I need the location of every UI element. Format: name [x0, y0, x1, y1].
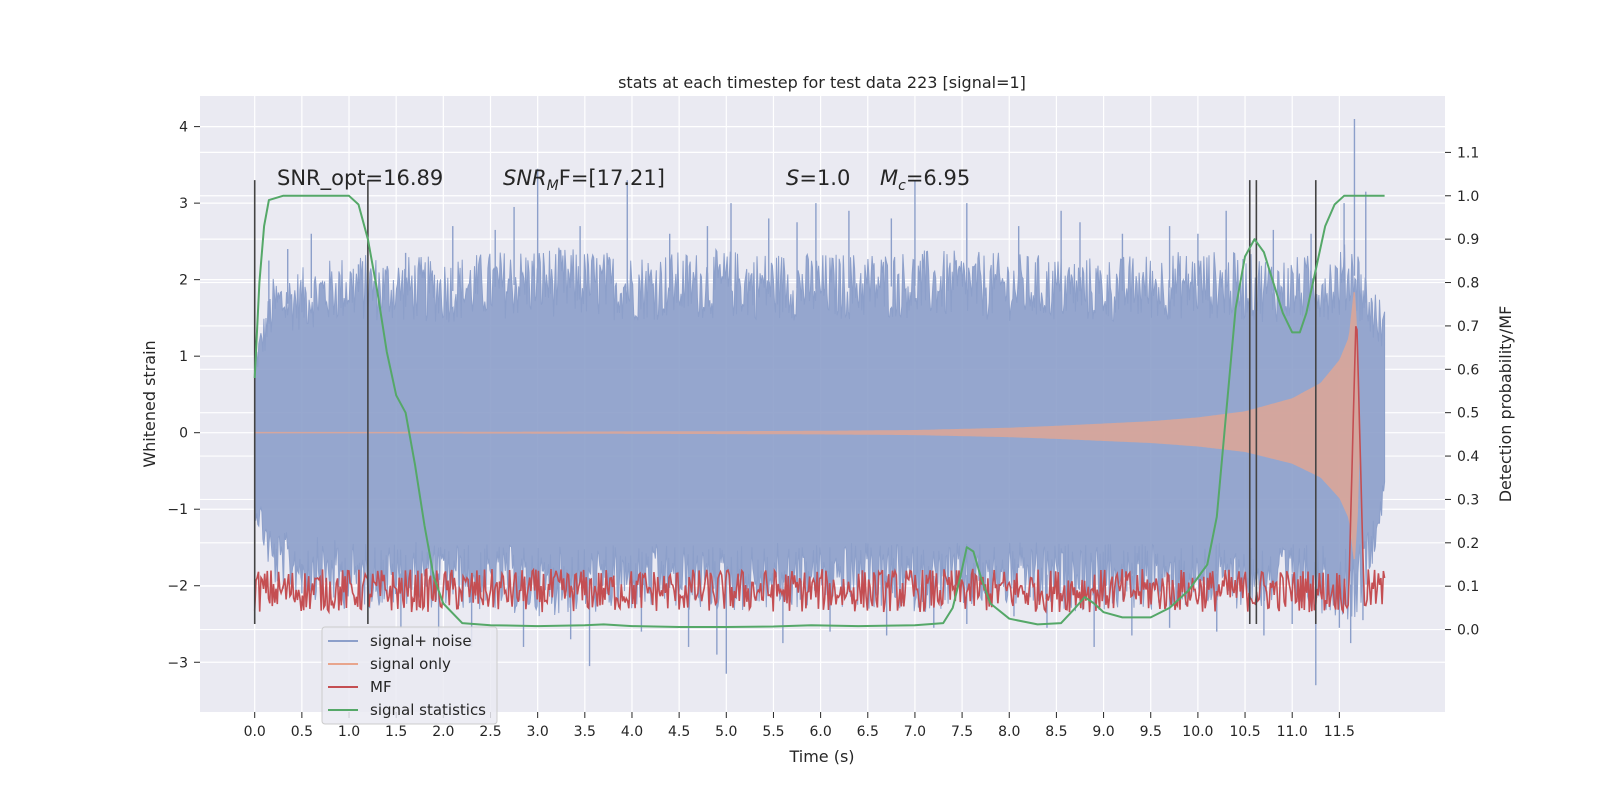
y-right-tick-label-10: 1.0 — [1457, 189, 1479, 205]
y-tick-label-2: −1 — [167, 502, 188, 518]
signal-only-series — [254, 291, 1385, 560]
y-tick-label-3: 0 — [179, 426, 188, 442]
x-tick-label-17: 8.5 — [1045, 724, 1067, 740]
x-tick-label-15: 7.5 — [951, 724, 973, 740]
x-tick-label-3: 1.5 — [385, 724, 407, 740]
x-tick-label-8: 4.0 — [621, 724, 643, 740]
legend-label-signal: signal only — [370, 655, 451, 673]
chart-title: stats at each timestep for test data 223… — [618, 73, 1026, 92]
y-tick-label-7: 4 — [179, 120, 188, 136]
annotation-mc: Mc=6.95 — [880, 166, 970, 194]
legend-label-mf: MF — [370, 678, 392, 696]
y-right-tick-label-8: 0.8 — [1457, 276, 1479, 292]
x-axis-label: Time (s) — [788, 747, 854, 766]
mc-subscript: c — [898, 178, 906, 194]
x-tick-label-13: 6.5 — [857, 724, 879, 740]
y-right-tick-label-5: 0.5 — [1457, 406, 1479, 422]
mf-line — [253, 326, 1386, 615]
x-tick-label-23: 11.5 — [1324, 724, 1355, 740]
mc-value: =6.95 — [906, 166, 970, 190]
x-tick-label-4: 2.0 — [432, 724, 454, 740]
signal-statistics-line — [253, 194, 1385, 628]
x-tick-label-11: 5.5 — [762, 724, 784, 740]
axis-ticks: 0.0 0.5 1.0 1.5 2.0 2.5 3.0 3.5 4.0 4.5 5.0 5.5 6.0 6… — [167, 120, 1479, 740]
x-tick-label-2: 1.0 — [338, 724, 360, 740]
annotation-snr-opt: SNR_opt=16.89 — [277, 166, 443, 191]
snr-mf-value: F=[17.21] — [559, 166, 665, 190]
y-axis-label: Whitened strain — [140, 340, 159, 467]
y-right-tick-label-6: 0.6 — [1457, 362, 1479, 378]
x-tick-label-7: 3.5 — [574, 724, 596, 740]
x-tick-label-1: 0.5 — [291, 724, 313, 740]
s-value: =1.0 — [799, 166, 850, 190]
y-right-tick-label-2: 0.2 — [1457, 536, 1479, 552]
x-tick-label-0: 0.0 — [244, 724, 266, 740]
y-right-tick-label-3: 0.3 — [1457, 492, 1479, 508]
y-tick-label-0: −3 — [167, 655, 188, 671]
y-right-axis-label: Detection probability/MF — [1496, 306, 1515, 503]
y-tick-label-6: 3 — [179, 196, 188, 212]
y-right-tick-label-1: 0.1 — [1457, 579, 1479, 595]
annotation-snr-mf: SNRMF=[17.21] — [503, 166, 665, 194]
x-tick-label-21: 10.5 — [1229, 724, 1260, 740]
s-symbol: S — [786, 166, 799, 190]
x-tick-label-9: 4.5 — [668, 724, 690, 740]
mf-series — [253, 326, 1386, 615]
annotation-s: S=1.0 — [786, 166, 850, 190]
snr-mf-symbol: SNR — [503, 166, 547, 190]
vertical-markers — [253, 180, 1317, 624]
y-right-tick-label-7: 0.7 — [1457, 319, 1479, 335]
signal-statistics-series — [253, 194, 1385, 628]
y-tick-label-4: 1 — [179, 349, 188, 365]
snr-mf-subscript: M — [547, 178, 559, 194]
x-tick-label-19: 9.5 — [1140, 724, 1162, 740]
y-right-tick-label-0: 0.0 — [1457, 623, 1479, 639]
legend-label-noise: signal+ noise — [370, 632, 472, 650]
y-right-tick-label-4: 0.4 — [1457, 449, 1479, 465]
mc-symbol: M — [880, 166, 898, 190]
y-tick-label-5: 2 — [179, 273, 188, 289]
legend: signal+ noise signal only MF signal stat… — [321, 626, 498, 725]
y-right-tick-label-11: 1.1 — [1457, 145, 1479, 161]
x-tick-label-18: 9.0 — [1092, 724, 1114, 740]
x-tick-label-10: 5.0 — [715, 724, 737, 740]
x-tick-label-6: 3.0 — [527, 724, 549, 740]
x-tick-label-14: 7.0 — [904, 724, 926, 740]
legend-box — [321, 626, 498, 725]
y-tick-label-1: −2 — [167, 579, 188, 595]
signal-only-band — [254, 291, 1385, 560]
x-tick-label-16: 8.0 — [998, 724, 1020, 740]
x-tick-label-5: 2.5 — [479, 724, 501, 740]
x-tick-label-22: 11.0 — [1277, 724, 1308, 740]
x-tick-label-20: 10.0 — [1182, 724, 1213, 740]
x-tick-label-12: 6.0 — [809, 724, 831, 740]
legend-label-stat: signal statistics — [370, 701, 486, 719]
y-right-tick-label-9: 0.9 — [1457, 232, 1479, 248]
